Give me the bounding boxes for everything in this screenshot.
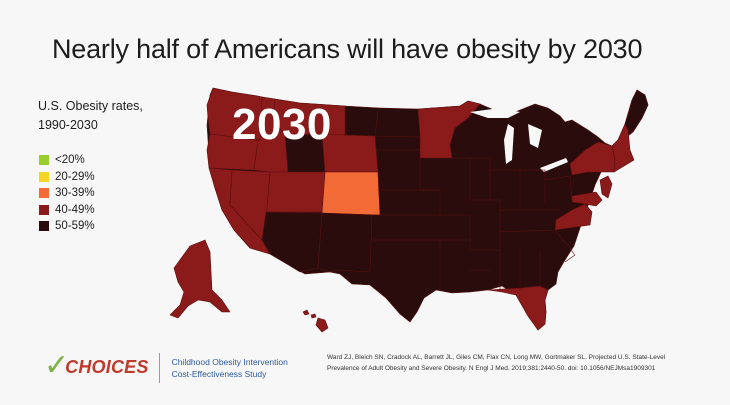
logo-tagline-line-1: Childhood Obesity Intervention (171, 356, 288, 367)
subtitle-line-1: U.S. Obesity rates, (38, 99, 143, 113)
legend-label-40-49: 40-49% (55, 203, 95, 216)
logo-tagline-line-2: Cost-Effectiveness Study (171, 368, 267, 379)
subtitle-line-2: 1990-2030 (38, 118, 98, 132)
legend-item-20-29: 20-29% (39, 169, 95, 186)
logo-wordmark: CHOICES (65, 357, 149, 377)
state-new-mexico (317, 212, 373, 273)
legend-swatch-40-49 (39, 204, 49, 215)
map-subtitle: U.S. Obesity rates, 1990-2030 (38, 97, 188, 135)
state-arizona (261, 211, 323, 273)
legend-swatch-20-29 (39, 171, 49, 182)
state-borders (372, 109, 576, 290)
state-hawaii (302, 309, 329, 333)
citation-line-2: Prevalence of Adult Obesity and Severe O… (327, 365, 656, 372)
state-new-england (611, 123, 635, 173)
legend-swatch-30-39 (39, 188, 49, 199)
choices-logo: ✓ CHOICES Childhood Obesity Intervention… (44, 349, 288, 385)
citation-line-1: Ward ZJ, Bleich SN, Cradock AL, Barrett … (327, 354, 666, 361)
logo-divider (158, 352, 160, 383)
lake-huron (528, 124, 542, 148)
lake-erie (540, 158, 568, 172)
legend-item-50-59: 50-59% (39, 218, 95, 235)
logo-tagline: Childhood Obesity Intervention Cost-Effe… (172, 356, 288, 380)
state-colorado (321, 171, 381, 216)
legend-swatch-50-59 (39, 221, 49, 232)
state-maine (624, 89, 649, 133)
checkmark-icon: ✓ (44, 349, 70, 382)
legend-label-30-39: 30-39% (55, 187, 95, 200)
lake-superior (470, 108, 520, 118)
legend-label-50-59: 50-59% (55, 220, 95, 233)
year-label: 2030 (232, 100, 332, 149)
legend-label-under-20: <20% (55, 154, 85, 167)
legend-item-30-39: 30-39% (39, 185, 95, 202)
citation: Ward ZJ, Bleich SN, Cradock AL, Barrett … (327, 352, 665, 374)
state-new-jersey (599, 175, 613, 199)
legend-item-under-20: <20% (39, 152, 95, 169)
legend-item-40-49: 40-49% (39, 202, 95, 219)
legend: <20% 20-29% 30-39% 40-49% 50-59% (39, 152, 95, 235)
chart-title: Nearly half of Americans will have obesi… (52, 34, 643, 64)
state-alaska (169, 239, 231, 319)
legend-swatch-under-20 (39, 155, 49, 166)
state-minnesota (417, 100, 481, 159)
legend-label-20-29: 20-29% (55, 170, 95, 183)
lake-michigan (504, 124, 514, 164)
state-florida (487, 285, 549, 331)
